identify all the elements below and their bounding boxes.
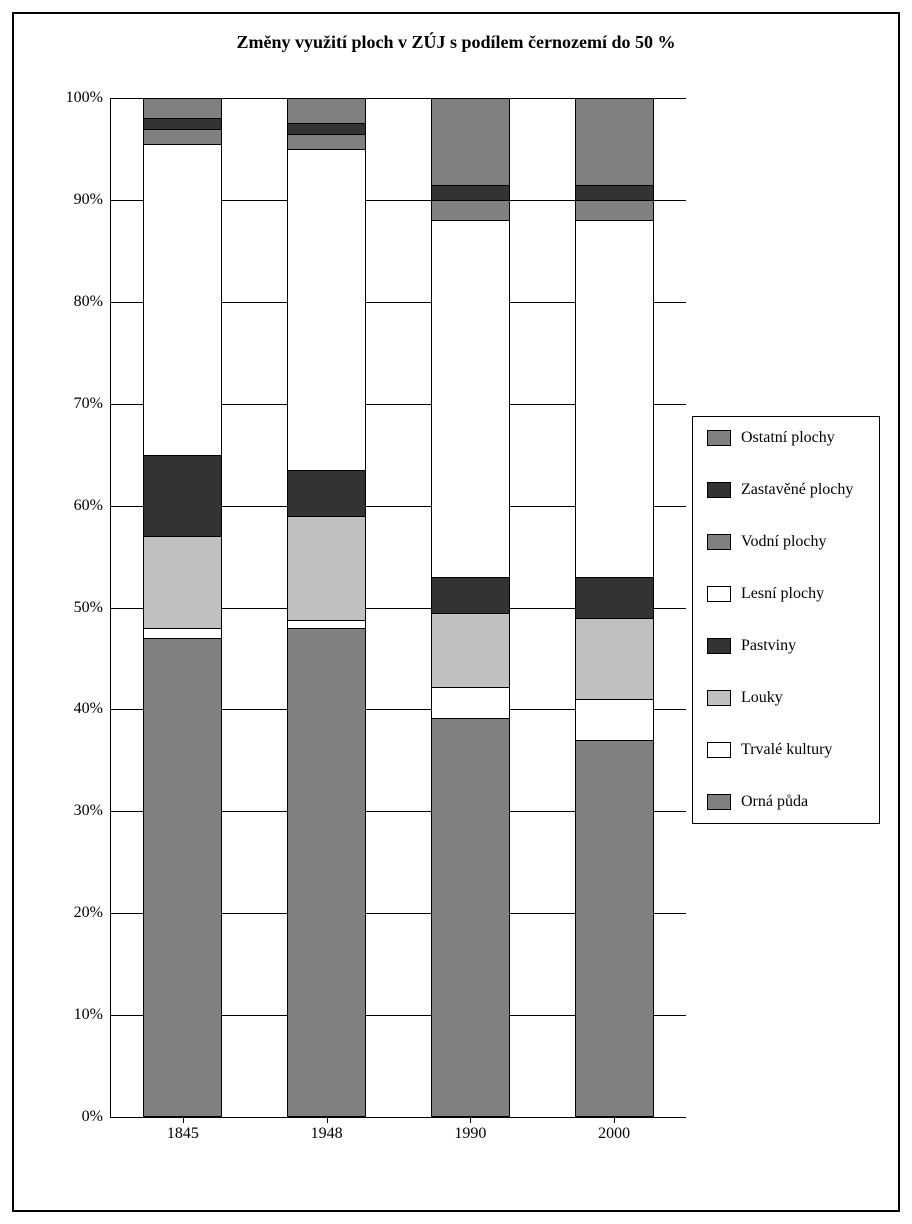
bar-segment bbox=[287, 470, 366, 516]
bar bbox=[431, 98, 510, 1117]
legend-item: Trvalé kultury bbox=[707, 741, 865, 759]
legend-item: Louky bbox=[707, 689, 865, 707]
bar-segment bbox=[143, 118, 222, 128]
y-tick-label: 100% bbox=[66, 89, 111, 107]
legend-item: Ostatní plochy bbox=[707, 429, 865, 447]
chart-title: Změny využití ploch v ZÚJ s podílem čern… bbox=[14, 32, 898, 53]
bar-segment bbox=[431, 577, 510, 613]
bar-segment bbox=[143, 98, 222, 118]
bar-segment bbox=[431, 200, 510, 220]
legend: Ostatní plochy Zastavěné plochy Vodní ploc… bbox=[692, 416, 880, 824]
legend-item: Pastviny bbox=[707, 637, 865, 655]
y-tick-label: 70% bbox=[74, 395, 111, 413]
legend-item: Vodní plochy bbox=[707, 533, 865, 551]
bar-segment bbox=[287, 149, 366, 470]
x-tick-label: 1845 bbox=[167, 1117, 199, 1143]
bar-segment bbox=[575, 699, 654, 740]
y-tick-label: 10% bbox=[74, 1006, 111, 1024]
y-tick-label: 0% bbox=[82, 1108, 111, 1126]
y-tick-label: 40% bbox=[74, 700, 111, 718]
y-tick-label: 60% bbox=[74, 497, 111, 515]
bar-segment bbox=[575, 577, 654, 618]
legend-label: Zastavěné plochy bbox=[741, 481, 853, 499]
bar-segment bbox=[575, 618, 654, 700]
bar-segment bbox=[143, 628, 222, 638]
plot-area: 0%10%20%30%40%50%60%70%80%90%100%1845194… bbox=[110, 98, 686, 1118]
x-tick-label: 1948 bbox=[311, 1117, 343, 1143]
bar-segment bbox=[143, 129, 222, 144]
bar-segment bbox=[575, 98, 654, 185]
bar-segment bbox=[431, 613, 510, 687]
bar bbox=[575, 98, 654, 1117]
bar-segment bbox=[143, 144, 222, 455]
bar-segment bbox=[287, 620, 366, 628]
y-tick-label: 20% bbox=[74, 904, 111, 922]
legend-label: Louky bbox=[741, 689, 783, 707]
bar-segment bbox=[575, 740, 654, 1117]
legend-label: Pastviny bbox=[741, 637, 796, 655]
bar-segment bbox=[431, 687, 510, 718]
bar-segment bbox=[287, 98, 366, 123]
legend-swatch bbox=[707, 742, 731, 758]
legend-swatch bbox=[707, 534, 731, 550]
legend-label: Ostatní plochy bbox=[741, 429, 835, 447]
bar-segment bbox=[431, 220, 510, 577]
legend-swatch bbox=[707, 638, 731, 654]
chart-frame: Změny využití ploch v ZÚJ s podílem čern… bbox=[12, 12, 900, 1212]
x-tick-label: 2000 bbox=[598, 1117, 630, 1143]
bar bbox=[287, 98, 366, 1117]
legend-item: Zastavěné plochy bbox=[707, 481, 865, 499]
bar-segment bbox=[575, 185, 654, 200]
bar-segment bbox=[431, 718, 510, 1117]
bar-segment bbox=[575, 200, 654, 220]
bar-segment bbox=[431, 185, 510, 200]
legend-swatch bbox=[707, 430, 731, 446]
legend-item: Orná půda bbox=[707, 793, 865, 811]
bar-segment bbox=[143, 536, 222, 628]
bar-segment bbox=[287, 123, 366, 133]
legend-label: Vodní plochy bbox=[741, 533, 826, 551]
bar-segment bbox=[143, 638, 222, 1117]
bar-segment bbox=[575, 220, 654, 577]
x-tick-label: 1990 bbox=[454, 1117, 486, 1143]
legend-label: Trvalé kultury bbox=[741, 741, 832, 759]
bar bbox=[143, 98, 222, 1117]
legend-label: Lesní plochy bbox=[741, 585, 824, 603]
bar-segment bbox=[287, 134, 366, 149]
legend-swatch bbox=[707, 794, 731, 810]
y-tick-label: 50% bbox=[74, 599, 111, 617]
bar-segment bbox=[431, 98, 510, 185]
legend-item: Lesní plochy bbox=[707, 585, 865, 603]
y-tick-label: 30% bbox=[74, 802, 111, 820]
legend-label: Orná půda bbox=[741, 793, 808, 811]
legend-swatch bbox=[707, 586, 731, 602]
y-tick-label: 80% bbox=[74, 293, 111, 311]
bar-segment bbox=[143, 455, 222, 537]
legend-swatch bbox=[707, 482, 731, 498]
bar-segment bbox=[287, 628, 366, 1117]
legend-swatch bbox=[707, 690, 731, 706]
bar-segment bbox=[287, 516, 366, 620]
y-tick-label: 90% bbox=[74, 191, 111, 209]
